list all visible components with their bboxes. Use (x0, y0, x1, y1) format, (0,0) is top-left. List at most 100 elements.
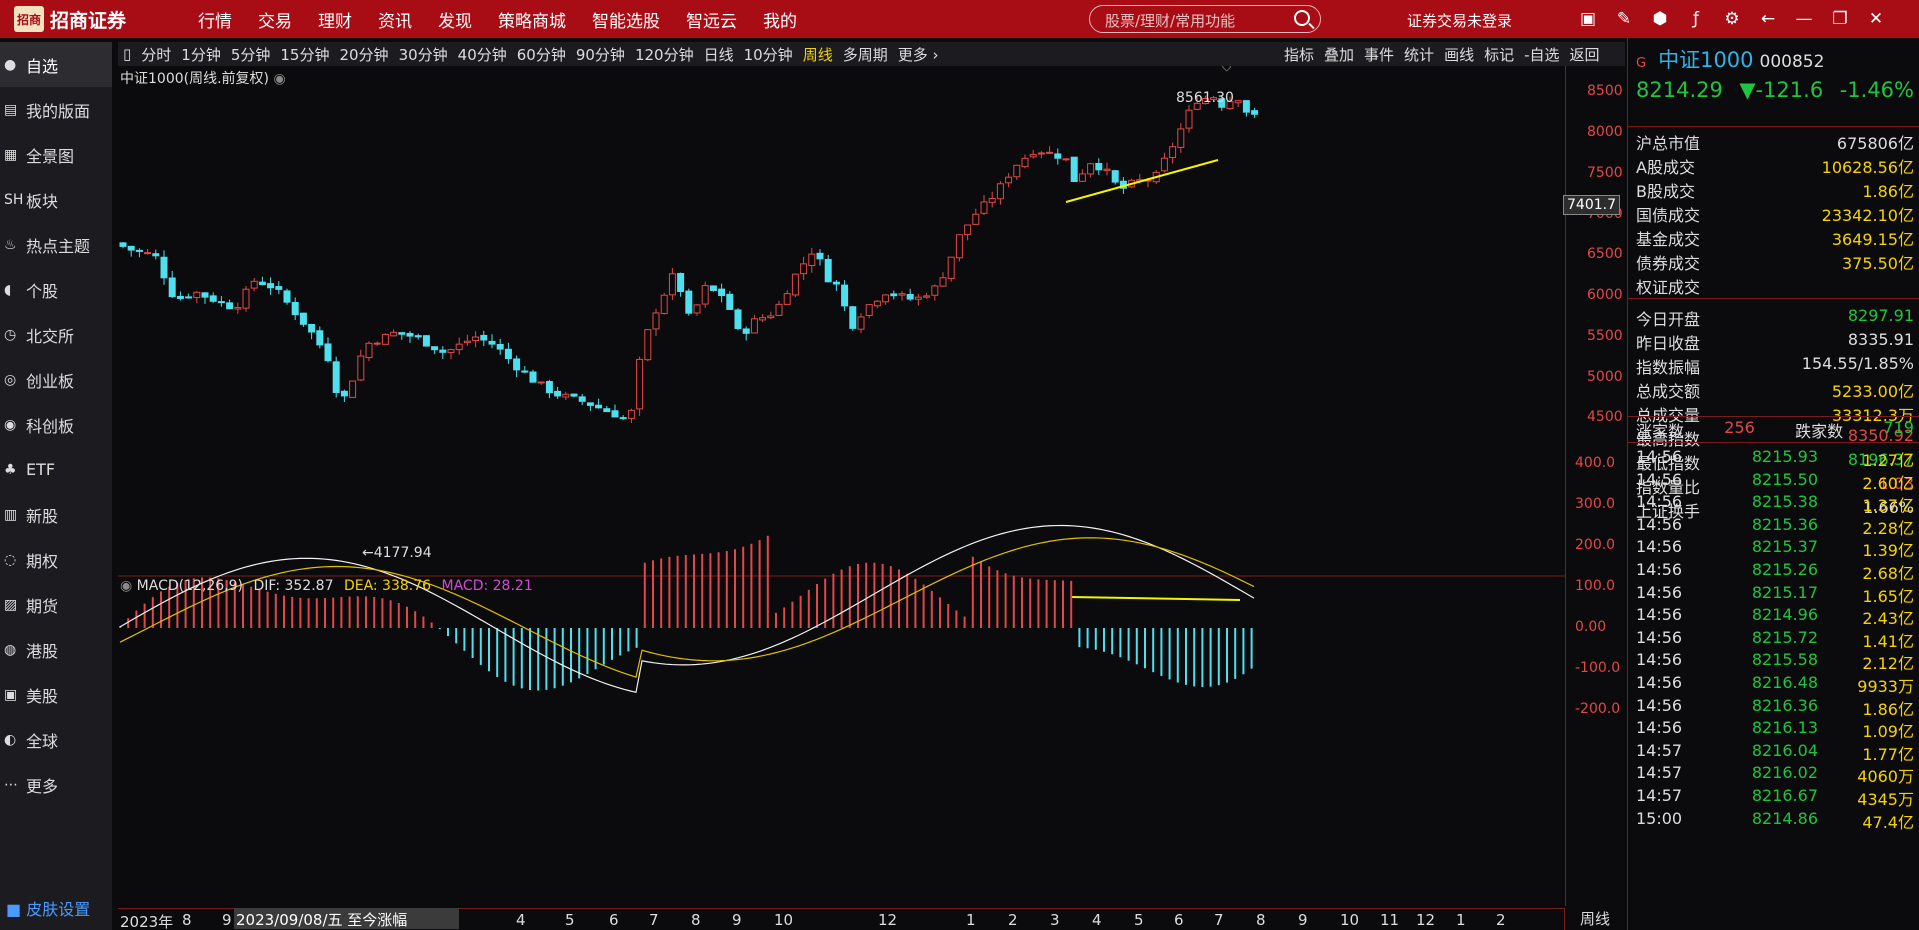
stat-label: 昨日收盘 (1636, 334, 1701, 353)
edit-icon[interactable]: ✎ (1616, 9, 1632, 29)
cube-icon[interactable]: ⬢ (1652, 9, 1668, 29)
sidebar-item[interactable]: ▥ 新股 (0, 492, 112, 537)
sidebar-item-icon: ▦ (4, 146, 18, 163)
time-axis-label: 7 (1214, 911, 1224, 929)
candle-body (996, 183, 1004, 200)
macd-axis-tick: -100.0 (1575, 660, 1621, 676)
period-tab[interactable]: 30分钟 (398, 45, 448, 64)
search-input[interactable]: 股票/理财/常用功能 (1089, 5, 1321, 33)
chart-tool-button[interactable]: 标记 (1484, 45, 1515, 64)
gear-icon[interactable]: ⚙ (1724, 9, 1740, 29)
chart-settings-icon[interactable]: ◉ (273, 71, 286, 87)
candle-body (1037, 152, 1045, 155)
sidebar-item[interactable]: ◷ 北交所 (0, 312, 112, 357)
sidebar-item-label: 热点主题 (26, 236, 91, 256)
price-axis-tick: 5000 (1587, 368, 1623, 385)
stat-label: 指数量比 (1636, 478, 1701, 497)
chart-tool-button[interactable]: 指标 (1284, 45, 1315, 64)
time-axis-label: 9 (222, 911, 232, 929)
menu-item[interactable]: 行情 (198, 11, 232, 32)
menu-item[interactable]: 我的 (763, 11, 797, 32)
price-axis-tick: 4500 (1587, 409, 1623, 426)
period-tab[interactable]: 分时 (141, 45, 172, 64)
sidebar-item[interactable]: ◉ 科创板 (0, 402, 112, 447)
period-tab[interactable]: 5分钟 (230, 45, 271, 64)
sidebar-item-label: 更多 (26, 776, 59, 796)
chart-tool-button[interactable]: -自选 (1524, 45, 1560, 64)
candle-body (1218, 98, 1226, 108)
period-tab[interactable]: 1分钟 (181, 45, 221, 64)
sidebar-item[interactable]: ▣ 美股 (0, 672, 112, 717)
high-price-label: 8561.30 (1176, 90, 1234, 106)
quote-name: 中证1000 (1658, 48, 1754, 72)
chart-tool-button[interactable]: 事件 (1364, 45, 1395, 64)
menu-item[interactable]: 交易 (258, 11, 292, 32)
login-status[interactable]: 证券交易未登录 (1407, 12, 1513, 30)
tick-row: 14:57 8216.02 4060万 (1636, 763, 1914, 786)
sidebar-item[interactable]: ▨ 期货 (0, 582, 112, 627)
sidebar-item[interactable]: ♣ ETF (0, 447, 112, 492)
period-tab[interactable]: 更多 › (897, 45, 939, 64)
price-axis-tick: 7500 (1587, 164, 1623, 181)
candle-body (160, 256, 168, 279)
tf-icon[interactable]: ▣ (1579, 9, 1597, 29)
divider (1628, 298, 1919, 299)
quote-price: 8214.29 (1636, 78, 1723, 102)
skin-settings-link[interactable]: ■ 皮肤设置 (6, 896, 90, 920)
restore-icon[interactable]: ❐ (1832, 9, 1848, 29)
period-tab[interactable]: 60分钟 (516, 45, 566, 64)
fx-icon[interactable]: ƒ (1693, 9, 1699, 29)
sidebar-item[interactable]: SH 板块 (0, 177, 112, 222)
sidebar-item-icon: ◐ (4, 731, 17, 748)
sidebar-item[interactable]: ▦ 全景图 (0, 132, 112, 177)
tick-time: 14:57 (1636, 763, 1683, 783)
search-icon[interactable] (1294, 10, 1310, 26)
sidebar-item-icon: ▤ (4, 101, 18, 118)
back-arrow-icon[interactable]: ← (1760, 9, 1776, 29)
sidebar-item[interactable]: ♨ 热点主题 (0, 222, 112, 267)
stat-value: 10628.56亿 (1821, 158, 1914, 177)
stat-row: 基金成交 3649.15亿 (1636, 226, 1914, 250)
candle-body (332, 361, 340, 393)
period-tab[interactable]: 90分钟 (575, 45, 625, 64)
chart-tool-button[interactable]: 叠加 (1324, 45, 1355, 64)
menu-item[interactable]: 发现 (438, 11, 472, 32)
sidebar-item[interactable]: ◎ 创业板 (0, 357, 112, 402)
menu-item[interactable]: 智能选股 (592, 11, 660, 32)
sidebar-item-icon: ▨ (4, 596, 18, 613)
candle-body (455, 343, 463, 351)
chart-tool-button[interactable]: 返回 (1569, 45, 1600, 64)
sidebar-item[interactable]: ◍ 港股 (0, 627, 112, 672)
sidebar-item[interactable]: ◐ 全球 (0, 717, 112, 762)
candle-body (742, 328, 750, 334)
sidebar-item[interactable]: ◌ 期权 (0, 537, 112, 582)
sidebar-item-icon: ♨ (4, 236, 17, 253)
tick-volume: 2.43亿 (1862, 609, 1914, 629)
sidebar-item[interactable]: ◖ 个股 (0, 267, 112, 312)
menu-item[interactable]: 理财 (318, 11, 352, 32)
menu-item[interactable]: 智远云 (686, 11, 737, 32)
period-tab[interactable]: 10分钟 (743, 45, 793, 64)
chart-canvas[interactable]: 8561.30 ←4177.94 ◇ (118, 66, 1565, 908)
divider (1628, 442, 1919, 443)
period-tab[interactable]: 多周期 (842, 45, 888, 64)
chart-tool-button[interactable]: 统计 (1404, 45, 1435, 64)
panel-toggle-icon[interactable]: ▯ (123, 45, 132, 63)
chart-tool-button[interactable]: 画线 (1444, 45, 1475, 64)
menu-item[interactable]: 策略商城 (498, 11, 566, 32)
period-tab[interactable]: 15分钟 (280, 45, 330, 64)
period-tab[interactable]: 20分钟 (339, 45, 389, 64)
sidebar-item[interactable]: ⋯ 更多 (0, 762, 112, 807)
sidebar-item[interactable]: ▤ 我的版面 (0, 87, 112, 132)
sidebar-item[interactable]: ● 自选 (0, 42, 112, 87)
period-tab[interactable]: 周线 (802, 45, 833, 64)
macd-toggle-icon[interactable]: ◉ (120, 578, 133, 594)
minimize-icon[interactable]: — (1795, 9, 1813, 29)
axis-period-label[interactable]: 周线 (1564, 908, 1625, 930)
period-tab[interactable]: 120分钟 (634, 45, 694, 64)
close-icon[interactable]: ✕ (1868, 9, 1884, 29)
candle-body (275, 286, 283, 290)
period-tab[interactable]: 40分钟 (457, 45, 507, 64)
menu-item[interactable]: 资讯 (378, 11, 412, 32)
period-tab[interactable]: 日线 (703, 45, 734, 64)
